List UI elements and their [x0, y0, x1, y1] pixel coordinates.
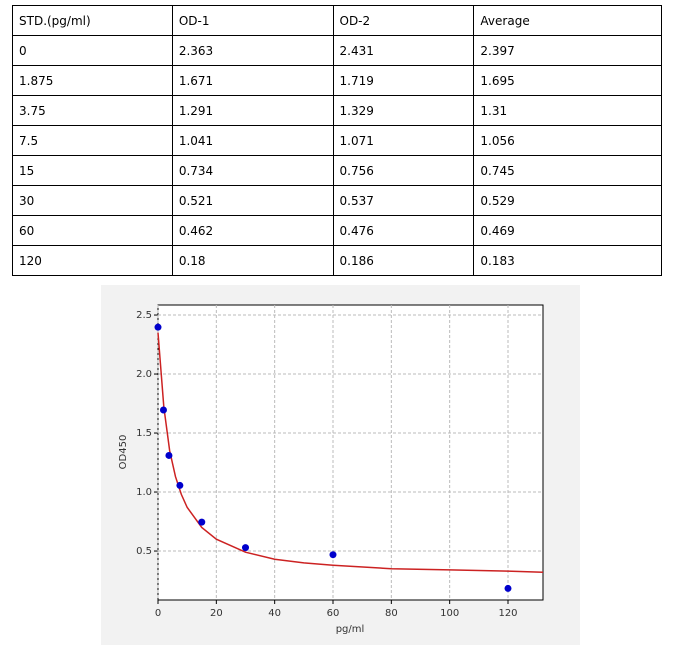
- table-row: 120 0.18 0.186 0.183: [12, 245, 662, 276]
- table-row: 30 0.521 0.537 0.529: [12, 185, 662, 216]
- table-cell: 1.695: [473, 65, 662, 96]
- plot-area: [157, 304, 544, 601]
- x-axis-label: pg/ml: [336, 624, 365, 635]
- fit-curve: [157, 332, 544, 574]
- table-cell: 0.18: [171, 245, 334, 276]
- chart: pg/ml OD450 0.5 1.0 1.5 2.0 2.5 0 20 40 60 80 100 1…: [101, 285, 580, 645]
- y-axis-label: OD450: [118, 435, 129, 470]
- table-cell: 60: [12, 215, 173, 246]
- table-cell: STD.(pg/ml): [12, 5, 173, 36]
- x-tick-label: 60: [327, 608, 340, 619]
- data-point: [504, 584, 512, 592]
- x-tick-label: 120: [498, 608, 517, 619]
- table-row: 0 2.363 2.431 2.397: [12, 35, 662, 66]
- data-point: [176, 481, 184, 489]
- table-cell: 0.469: [473, 215, 662, 246]
- y-tick-label: 0.5: [136, 546, 152, 557]
- y-tick-label: 2.0: [136, 369, 152, 380]
- table-cell: 1.671: [171, 65, 334, 96]
- table-cell: 1.056: [473, 125, 662, 156]
- table-cell: OD-2: [332, 5, 475, 36]
- table-cell: 1.041: [171, 125, 334, 156]
- table-cell: 0: [12, 35, 173, 66]
- table-cell: 0.521: [171, 185, 334, 216]
- table-cell: 1.31: [473, 95, 662, 126]
- y-tick-label: 1.0: [136, 487, 152, 498]
- table-cell: 7.5: [12, 125, 173, 156]
- table-cell: 0.745: [473, 155, 662, 186]
- table-row: 1.875 1.671 1.719 1.695: [12, 65, 662, 96]
- data-point: [165, 451, 173, 459]
- x-tick-label: 0: [155, 608, 161, 619]
- table-cell: OD-1: [171, 5, 334, 36]
- table-cell: Average: [473, 5, 662, 36]
- table-row: 7.5 1.041 1.071 1.056: [12, 125, 662, 156]
- table-cell: 2.363: [171, 35, 334, 66]
- table-cell: 1.291: [171, 95, 334, 126]
- table-cell: 0.186: [332, 245, 475, 276]
- data-point: [159, 406, 167, 414]
- table-cell: 1.875: [12, 65, 173, 96]
- data-point: [329, 551, 337, 559]
- table-cell: 3.75: [12, 95, 173, 126]
- table-cell: 2.431: [332, 35, 475, 66]
- table-cell: 15: [12, 155, 173, 186]
- table-cell: 0.476: [332, 215, 475, 246]
- table-row: 60 0.462 0.476 0.469: [12, 215, 662, 246]
- table-cell: 0.734: [171, 155, 334, 186]
- table-cell: 120: [12, 245, 173, 276]
- table-cell: 0.537: [332, 185, 475, 216]
- table-cell: 0.462: [171, 215, 334, 246]
- table-row: 15 0.734 0.756 0.745: [12, 155, 662, 186]
- table-cell: 2.397: [473, 35, 662, 66]
- x-tick-label: 100: [440, 608, 459, 619]
- data-point: [242, 544, 249, 552]
- table-cell: 1.329: [332, 95, 475, 126]
- table-cell: 0.183: [473, 245, 662, 276]
- header-row: STD.(pg/ml) OD-1 OD-2 Average: [12, 5, 662, 36]
- data-table: STD.(pg/ml) OD-1 OD-2 Average 0 2.363 2.431 2.3…: [12, 5, 662, 276]
- data-point: [198, 518, 206, 526]
- x-tick-label: 80: [385, 608, 398, 619]
- x-tick-label: 40: [268, 608, 281, 619]
- table-cell: 0.529: [473, 185, 662, 216]
- table-cell: 30: [12, 185, 173, 216]
- table-cell: 1.719: [332, 65, 475, 96]
- data-point: [154, 323, 162, 331]
- table-cell: 1.071: [332, 125, 475, 156]
- y-tick-label: 2.5: [136, 310, 152, 321]
- table-cell: 0.756: [332, 155, 475, 186]
- x-tick-label: 20: [210, 608, 223, 619]
- y-tick-label: 1.5: [136, 428, 152, 439]
- table-row: 3.75 1.291 1.329 1.31: [12, 95, 662, 126]
